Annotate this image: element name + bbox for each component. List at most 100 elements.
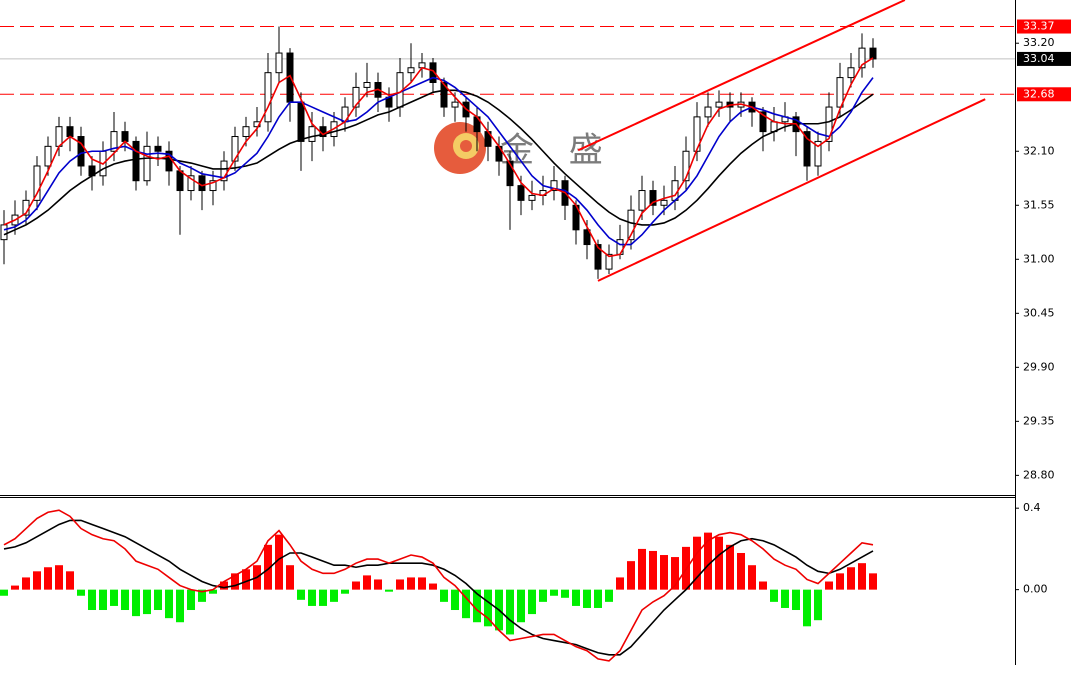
candle-body <box>715 101 723 108</box>
candle-body <box>858 47 866 69</box>
histogram-bar <box>110 589 118 606</box>
histogram-bar <box>99 589 107 611</box>
candle-body <box>407 67 415 74</box>
histogram-bar <box>814 589 822 621</box>
histogram-bar <box>869 573 877 590</box>
histogram-bar <box>33 571 41 590</box>
candle-body <box>264 72 272 123</box>
histogram-bar <box>55 565 63 590</box>
candle-body <box>660 199 668 206</box>
histogram-bar <box>176 589 184 623</box>
candle-body <box>583 229 591 246</box>
candle-body <box>627 209 635 241</box>
histogram-bar <box>209 589 217 594</box>
histogram-bar <box>671 557 679 590</box>
price-label: 32.68 <box>1023 87 1055 100</box>
histogram-bar <box>484 589 492 627</box>
histogram-bar <box>473 589 481 623</box>
histogram-bar <box>385 589 393 592</box>
histogram-bar <box>737 552 745 590</box>
histogram-bar <box>231 573 239 590</box>
histogram-bar <box>165 589 173 619</box>
trendline <box>577 0 906 152</box>
histogram-bar <box>627 561 635 590</box>
histogram-bar <box>550 589 558 596</box>
histogram-bar <box>0 589 8 596</box>
candle-body <box>352 86 360 108</box>
histogram-bar <box>341 589 349 594</box>
candle-body <box>231 136 239 162</box>
histogram-bar <box>297 589 305 600</box>
candle-body <box>0 224 8 241</box>
y-tick-label: 33.20 <box>1023 36 1055 49</box>
candle-body <box>814 140 822 167</box>
moving-average <box>3 89 874 236</box>
candle-body <box>869 47 877 60</box>
y-tick-label: 0.4 <box>1023 501 1041 514</box>
histogram-bar <box>418 577 426 590</box>
histogram-bar <box>66 571 74 590</box>
candle-body <box>44 145 52 167</box>
candle-body <box>759 111 767 133</box>
candle-body <box>451 101 459 108</box>
candle-body <box>33 165 41 201</box>
histogram-bar <box>836 573 844 590</box>
histogram-bar <box>440 589 448 602</box>
candle-body <box>429 62 437 83</box>
histogram-bar <box>770 589 778 602</box>
candle-body <box>638 190 646 211</box>
histogram-bar <box>539 589 547 602</box>
histogram-bar <box>154 589 162 611</box>
histogram-bar <box>649 550 657 590</box>
candle-body <box>154 145 162 152</box>
histogram-bar <box>583 589 591 608</box>
histogram-bar <box>506 589 514 635</box>
histogram-bar <box>319 589 327 606</box>
histogram-bar <box>242 569 250 590</box>
candle-body <box>847 67 855 79</box>
histogram-bar <box>572 589 580 606</box>
candle-body <box>121 131 129 142</box>
candle-body <box>363 82 371 88</box>
candle-body <box>275 52 283 74</box>
candle-body <box>682 150 690 182</box>
y-tick-label: 29.35 <box>1023 414 1055 427</box>
histogram-bar <box>616 577 624 590</box>
watermark-logo <box>460 140 472 152</box>
candle-body <box>594 244 602 270</box>
histogram-bar <box>330 589 338 602</box>
price-label: 33.04 <box>1023 52 1055 65</box>
candle-body <box>198 175 206 192</box>
histogram-bar <box>11 585 19 590</box>
histogram-bar <box>220 581 228 590</box>
candle-body <box>825 106 833 142</box>
histogram-bar <box>396 579 404 590</box>
candle-body <box>110 131 118 152</box>
histogram-bar <box>605 589 613 602</box>
histogram-bar <box>792 589 800 611</box>
y-tick-label: 28.80 <box>1023 468 1055 481</box>
candle-body <box>143 145 151 182</box>
histogram-bar <box>374 579 382 590</box>
histogram-bar <box>462 589 470 619</box>
histogram-bar <box>22 577 30 590</box>
histogram-bar <box>748 565 756 590</box>
watermark-text: 金 盛 <box>500 131 615 171</box>
macd-line <box>3 519 874 656</box>
histogram-bar <box>704 532 712 590</box>
histogram-bar <box>825 581 833 590</box>
histogram-bar <box>847 567 855 590</box>
histogram-bar <box>264 544 272 590</box>
macd-line <box>3 509 874 662</box>
price-label-box <box>1017 19 1071 34</box>
histogram-bar <box>286 565 294 590</box>
histogram-bar <box>638 548 646 590</box>
y-tick-label: 29.90 <box>1023 360 1055 373</box>
histogram-bar <box>858 563 866 590</box>
candle-body <box>704 106 712 118</box>
histogram-bar <box>660 555 668 590</box>
candle-body <box>77 136 85 167</box>
histogram-bar <box>429 583 437 590</box>
y-tick-label: 32.10 <box>1023 144 1055 157</box>
